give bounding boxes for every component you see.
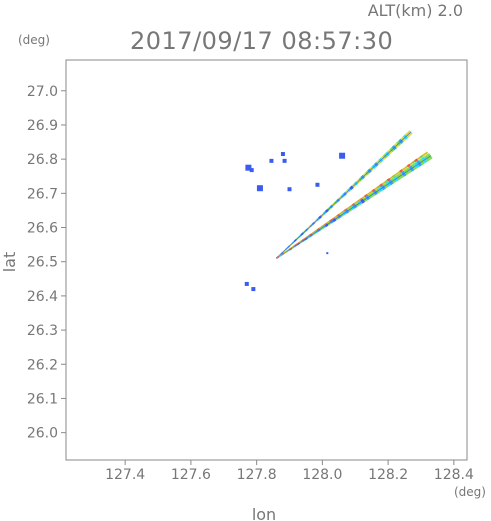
y-tick-label: 26.0	[27, 426, 58, 442]
x-tick-label: 127.8	[237, 467, 277, 483]
echo-point	[339, 152, 346, 159]
y-tick-label: 26.3	[27, 323, 58, 339]
x-tick-label: 128.2	[368, 467, 408, 483]
x-axis-unit: (deg)	[454, 485, 486, 499]
datetime-title: 2017/09/17 08:57:30	[130, 27, 393, 55]
y-tick-label: 26.9	[27, 118, 58, 134]
y-axis-unit: (deg)	[18, 33, 50, 47]
x-axis-label: lon	[252, 505, 276, 521]
echo-point	[256, 185, 263, 192]
echo-point	[282, 158, 287, 163]
echo-point	[287, 187, 292, 192]
echo-point	[244, 281, 249, 286]
y-tick-label: 26.4	[27, 289, 58, 305]
axis-ticks: 127.4 127.6 127.8 128.0 128.2 128.4 26.0 26.1 26…	[27, 84, 474, 483]
streak-core	[276, 151, 428, 259]
streak-core	[276, 155, 432, 259]
echo-clusters	[244, 152, 346, 292]
y-tick-label: 26.1	[27, 391, 58, 407]
echo-point	[326, 252, 329, 255]
middle-streak	[276, 151, 429, 259]
y-tick-label: 26.2	[27, 357, 58, 373]
x-tick-label: 128.0	[302, 467, 342, 483]
echo-point	[269, 158, 274, 163]
echo-point	[280, 152, 285, 157]
streak-core	[276, 131, 412, 259]
x-tick-label: 128.4	[434, 467, 474, 483]
echo-point	[315, 182, 320, 187]
echo-point	[245, 164, 252, 171]
x-tick-label: 127.6	[171, 467, 211, 483]
altitude-label: ALT(km) 2.0	[368, 1, 463, 20]
lower-streak	[275, 153, 433, 259]
x-tick-label: 127.4	[105, 467, 145, 483]
y-axis-label: lat	[0, 252, 19, 273]
y-tick-label: 26.6	[27, 221, 58, 237]
echo-point	[249, 168, 254, 173]
upper-streak	[276, 130, 413, 259]
echo-point	[251, 287, 256, 292]
y-tick-label: 26.8	[27, 152, 58, 168]
y-tick-label: 27.0	[27, 84, 58, 100]
plot-frame	[65, 59, 468, 461]
y-tick-label: 26.7	[27, 186, 58, 202]
y-tick-label: 26.5	[27, 255, 58, 271]
echo-streaks	[275, 130, 433, 259]
